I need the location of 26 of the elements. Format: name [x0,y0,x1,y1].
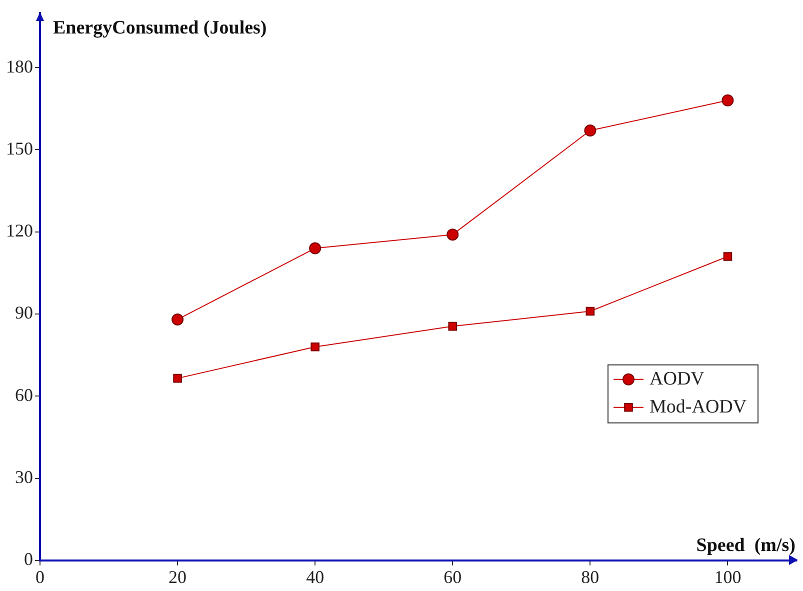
x-tick-label: 60 [444,566,462,587]
y-tick-label: 120 [6,220,33,241]
point [584,124,596,137]
point [448,322,458,331]
x-tick-label: 40 [306,566,324,587]
point [309,242,322,254]
point [446,228,459,241]
y-axis-title: EnergyConsumed (Joules) [53,18,267,39]
point [172,313,184,326]
x-axis-title: Speed (m/s) [696,534,796,556]
point [723,252,732,261]
legend-label: Mod-AODV [650,396,747,418]
x-tick-label: 80 [581,566,600,587]
y-tick-label: 90 [15,302,33,323]
point [173,374,182,383]
point [586,306,595,316]
x-tick-label: 20 [168,566,187,587]
point [310,342,320,352]
legend-label: AODV [650,368,705,390]
y-tick-label: 30 [15,466,33,487]
x-tick-label: 100 [714,566,742,587]
y-tick-label: 150 [6,138,33,158]
y-tick-label: 180 [6,56,33,76]
y-tick-label: 0 [24,549,33,570]
y-tick-label: 60 [15,384,33,405]
point [722,94,734,106]
